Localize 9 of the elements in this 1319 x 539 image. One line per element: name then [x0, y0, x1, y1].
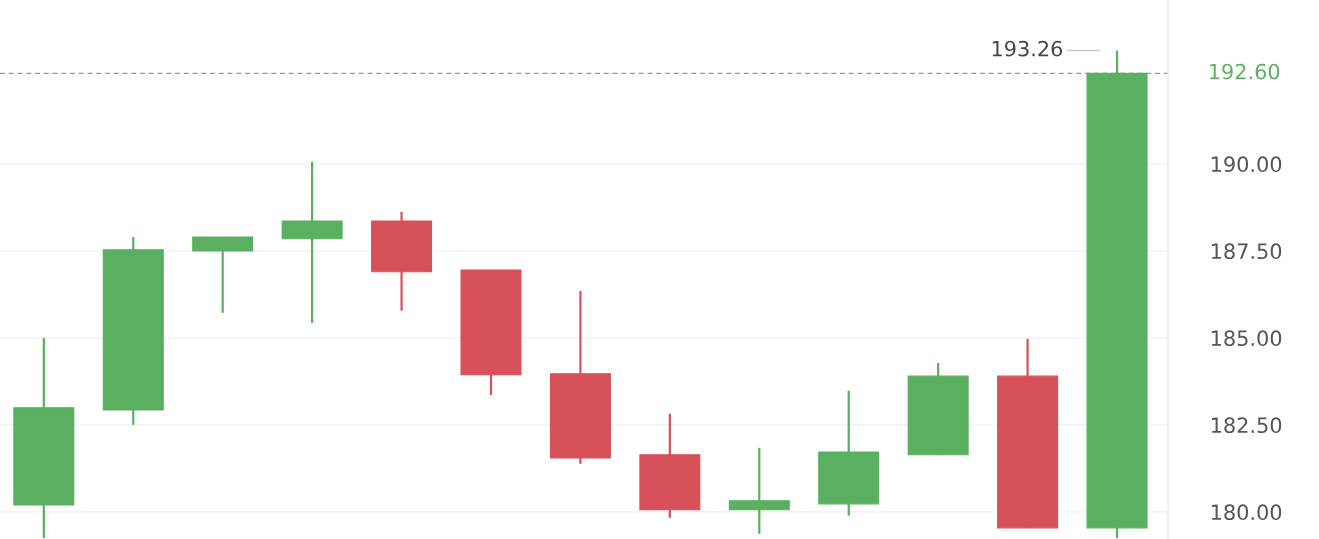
y-tick-label: 180.00	[1211, 504, 1282, 521]
annotation: 193.26	[992, 40, 1063, 57]
y-tick-label: 182.50	[1211, 417, 1282, 434]
y-tick-label: 185.00	[1211, 330, 1282, 347]
candlestick	[281, 160, 343, 325]
candlestick	[728, 446, 790, 535]
y-tick-label: 190.00	[1211, 156, 1282, 173]
ref-line-label: 192.60	[1210, 63, 1280, 80]
y-tick-label: 187.50	[1211, 243, 1282, 260]
